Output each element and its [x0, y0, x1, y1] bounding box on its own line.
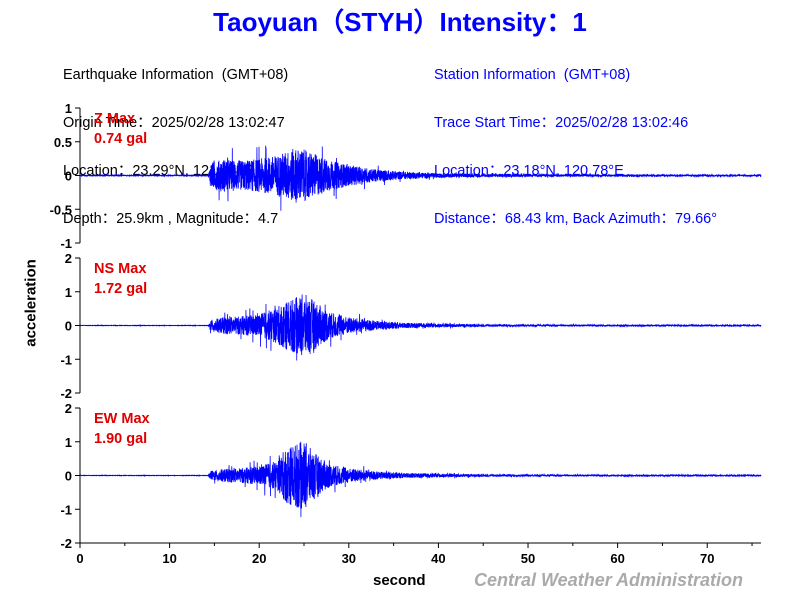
earthquake-info: Earthquake Information (GMT+08) Origin T…: [63, 35, 288, 243]
y-tick-label-ns: 1: [65, 285, 72, 300]
station-info-heading: Station Information (GMT+08): [434, 67, 631, 83]
station-info: Station Information (GMT+08) Trace Start…: [434, 35, 717, 243]
chart-title: Taoyuan（STYH）Intensity：1: [213, 7, 587, 37]
y-tick-label-z: -1: [60, 236, 72, 251]
y-tick-label-z: 0: [65, 169, 72, 184]
x-tick-label: 20: [252, 551, 266, 566]
agency-credit: Central Weather Administration: [474, 570, 744, 590]
y-tick-label-ns: 2: [65, 251, 72, 266]
x-tick-label: 30: [342, 551, 356, 566]
x-tick-label: 50: [521, 551, 535, 566]
max-label-ns: NS Max: [94, 261, 146, 277]
y-tick-label-ns: -1: [60, 352, 72, 367]
x-axis-label: second: [373, 572, 426, 589]
y-tick-label-ew: 0: [65, 469, 72, 484]
x-tick-label: 0: [76, 551, 83, 566]
max-value-z: 0.74 gal: [94, 131, 147, 147]
max-label-z: Z Max: [94, 111, 135, 127]
trace-start-time: Trace Start Time：2025/02/28 13:02:46: [434, 115, 689, 131]
waveform-ns: [79, 294, 762, 361]
origin-time: Origin Time：2025/02/28 13:02:47: [63, 115, 285, 131]
earthquake-info-heading: Earthquake Information (GMT+08): [63, 67, 289, 83]
y-tick-label-ns: 0: [65, 319, 72, 334]
y-tick-label-z: 0.5: [54, 135, 72, 150]
depth-magnitude: Depth：25.9km , Magnitude：4.7: [63, 211, 279, 227]
max-label-ew: EW Max: [94, 411, 150, 427]
y-tick-label-ew: 1: [65, 435, 72, 450]
max-value-ns: 1.72 gal: [94, 281, 147, 297]
y-axis-label: acceleration: [22, 259, 40, 347]
y-tick-label-ew: -1: [60, 502, 72, 517]
y-tick-label-ew: -2: [60, 536, 72, 551]
waveform-ew: [79, 441, 762, 518]
waveform-z: [79, 145, 762, 211]
x-tick-label: 60: [610, 551, 624, 566]
x-tick-label: 10: [162, 551, 176, 566]
max-value-ew: 1.90 gal: [94, 431, 147, 447]
y-tick-label-ns: -2: [60, 386, 72, 401]
x-tick-label: 70: [700, 551, 714, 566]
x-tick-label: 40: [431, 551, 445, 566]
y-tick-label-z: -0.5: [50, 202, 72, 217]
y-tick-label-ew: 2: [65, 401, 72, 416]
y-tick-label-z: 1: [65, 101, 72, 116]
distance-azimuth: Distance：68.43 km, Back Azimuth：79.66°: [434, 211, 718, 227]
